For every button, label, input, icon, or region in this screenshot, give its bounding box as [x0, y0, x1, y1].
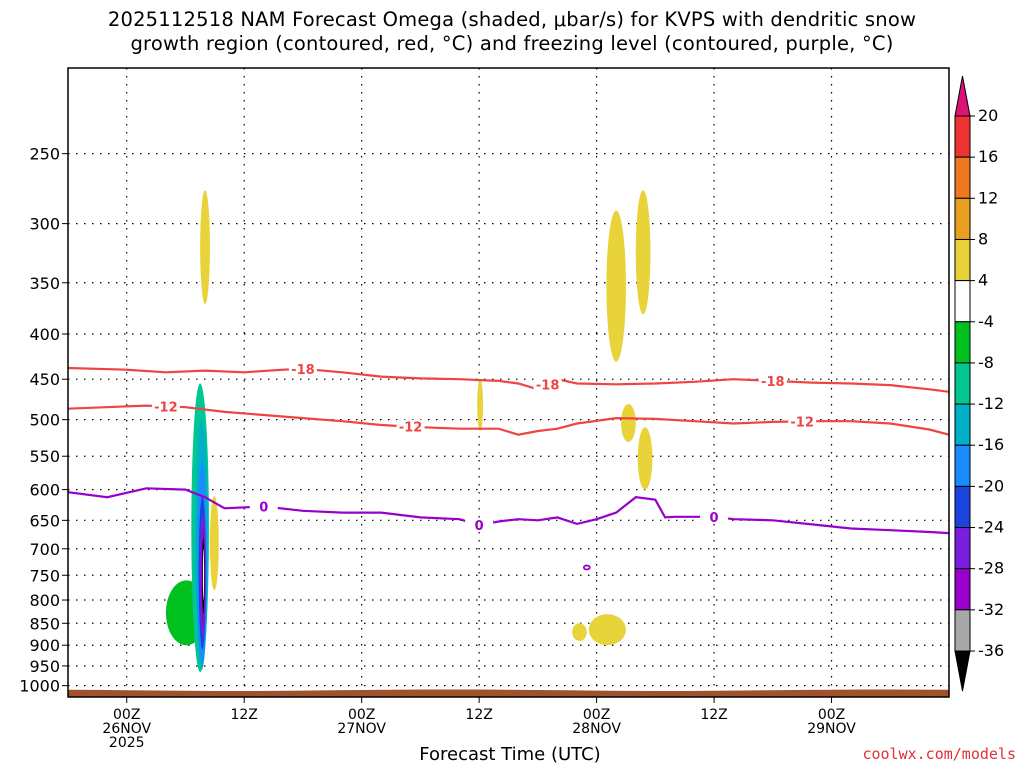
colorbar-swatch [954, 609, 971, 652]
x-tick-label: 27NOV [337, 721, 386, 737]
contour-label-bg [396, 419, 425, 434]
contour-label: 0 [475, 519, 484, 534]
y-tick-label: 850 [29, 614, 60, 633]
chart-title-line2: growth region (contoured, red, °C) and f… [130, 32, 894, 55]
colorbar-label: -8 [978, 353, 994, 372]
colorbar-label: -28 [978, 559, 1004, 578]
plot-frame [67, 67, 950, 698]
colorbar: 20 16 12 8 4 -4 -8 -12 -16 -20 -24 -28 -32 -36 [954, 75, 1004, 692]
omega-descent-cell [621, 403, 636, 443]
x-tick-label: 00Z [113, 707, 140, 723]
colorbar-label: -36 [978, 641, 1004, 660]
contour-label-bg [700, 509, 729, 524]
x-tick-label: 2025 [109, 735, 145, 751]
omega-descent-cell [200, 190, 210, 305]
contour-0 [67, 487, 950, 535]
x-tick-label: 28NOV [572, 721, 621, 737]
colorbar-label: 16 [978, 147, 998, 166]
x-tick-label: 26NOV [102, 721, 151, 737]
y-tick-label: 900 [29, 636, 60, 655]
colorbar-bottom-arrow [954, 650, 971, 692]
colorbar-swatch [954, 115, 971, 158]
colorbar-label: -4 [978, 312, 994, 331]
colorbar-swatch [954, 485, 971, 529]
omega-descent-cell [637, 427, 653, 490]
contour-label: -12 [154, 400, 178, 415]
y-axis: 250 300 350 400 450 500 550 600 650 700 750 800 850 9… [19, 145, 68, 696]
colorbar-swatch [954, 527, 971, 570]
y-tick-label: 650 [29, 511, 60, 530]
colorbar-label: -24 [978, 518, 1004, 537]
x-tick-label: 12Z [700, 707, 727, 723]
x-tick-label: 00Z [818, 707, 845, 723]
colorbar-top-arrow [954, 75, 971, 117]
contour-label: -12 [399, 421, 423, 436]
colorbar-swatch [954, 403, 971, 446]
y-tick-label: 450 [29, 370, 60, 389]
colorbar-label: -32 [978, 600, 1004, 619]
colorbar-label: 8 [978, 229, 988, 248]
y-tick-label: 600 [29, 481, 60, 500]
colorbar-label: -20 [978, 476, 1004, 495]
contour-label: 0 [710, 511, 719, 526]
contour-label: -18 [761, 375, 785, 390]
y-tick-label: 550 [29, 447, 60, 466]
contour-label-bg [288, 361, 317, 376]
omega-descent-cell [572, 623, 587, 641]
y-tick-label: 400 [29, 325, 60, 344]
y-tick-label: 800 [29, 591, 60, 610]
contour-label-bg [151, 399, 180, 414]
y-tick-label: 750 [29, 566, 60, 585]
chart-title-line1: 2025112518 NAM Forecast Omega (shaded, μ… [107, 8, 917, 31]
contour-label-bg [788, 414, 817, 429]
contour-label: 0 [259, 501, 268, 516]
colorbar-swatch [954, 197, 971, 240]
contour-label-bg [249, 499, 278, 514]
colorbar-label: -12 [978, 394, 1004, 413]
colorbar-label: 4 [978, 271, 988, 290]
colorbar-label: 20 [978, 106, 998, 125]
y-tick-label: 250 [29, 145, 60, 164]
colorbar-swatch [954, 156, 971, 199]
omega-descent-cell [477, 379, 484, 431]
omega-descent-cell [635, 190, 651, 315]
omega-descent-cell [588, 614, 626, 646]
colorbar-swatch [954, 444, 971, 487]
x-tick-label: 00Z [583, 707, 610, 723]
y-tick-label: 1000 [19, 677, 60, 696]
contour-label-bg [758, 373, 787, 388]
y-tick-label: 950 [29, 657, 60, 676]
x-tick-label: 12Z [465, 707, 492, 723]
y-tick-label: 500 [29, 411, 60, 430]
colorbar-label: -16 [978, 435, 1004, 454]
colorbar-swatch [954, 568, 971, 611]
credit-text: coolwx.com/models [862, 745, 1016, 763]
contour-label-bg [465, 518, 494, 533]
colorbar-label: 12 [978, 188, 998, 207]
plot-area: -18 -18 -18 -12 -12 -12 0 0 0 [67, 67, 950, 698]
freezing-level-ring [582, 564, 591, 571]
omega-updraft-shell [202, 548, 205, 601]
omega-descent-cell [606, 210, 626, 362]
colorbar-swatch [954, 321, 971, 364]
contour-label: -18 [291, 363, 315, 378]
omega-descent-cell [209, 495, 219, 591]
colorbar-swatch [954, 238, 971, 282]
contour-label: -12 [790, 415, 814, 430]
y-tick-label: 350 [29, 274, 60, 293]
contour--18 [67, 366, 950, 393]
contour-label-bg [533, 377, 562, 392]
x-tick-label: 29NOV [807, 721, 856, 737]
contour-label: -18 [536, 378, 560, 393]
x-tick-label: 00Z [348, 707, 375, 723]
colorbar-swatch [954, 362, 971, 405]
ground-surface [68, 689, 949, 697]
x-axis-title: Forecast Time (UTC) [419, 744, 601, 765]
x-tick-label: 12Z [230, 707, 257, 723]
y-tick-label: 700 [29, 540, 60, 559]
colorbar-swatch [954, 280, 971, 323]
y-tick-label: 300 [29, 215, 60, 234]
